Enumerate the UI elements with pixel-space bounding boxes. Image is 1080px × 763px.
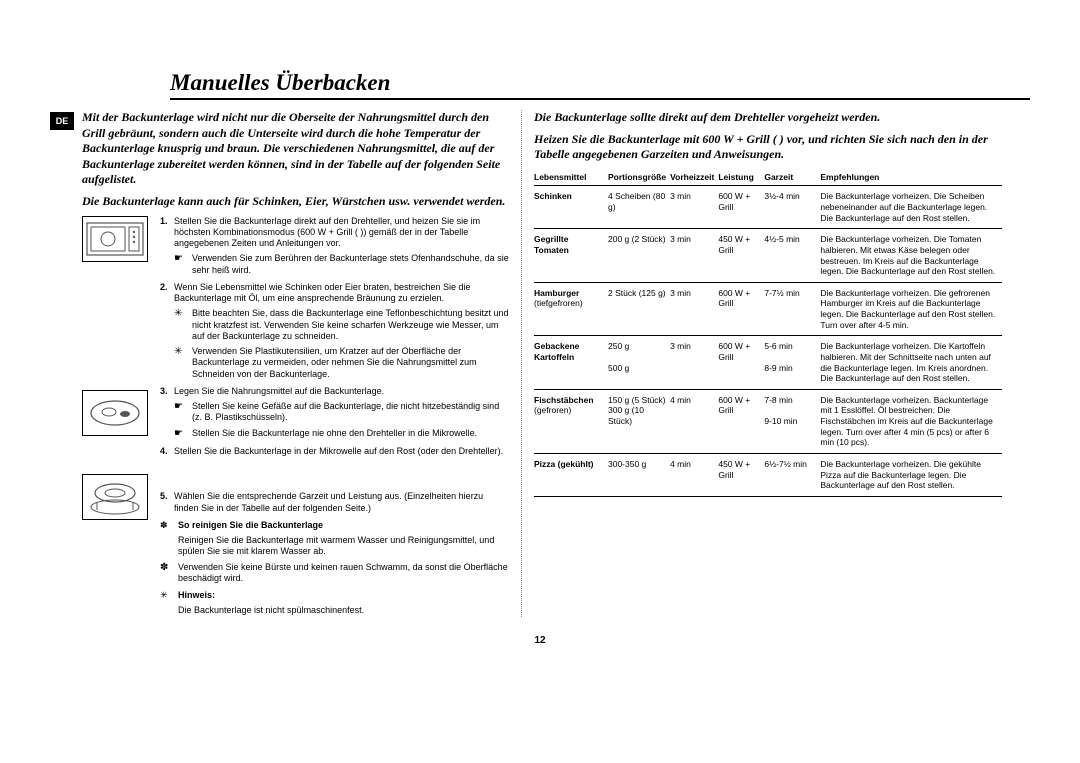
col-time: Garzeit	[764, 169, 820, 186]
step-3: 3. Legen Sie die Nahrungsmittel auf die …	[160, 386, 509, 440]
step-4: 4. Stellen Sie die Backunterlage in der …	[160, 446, 509, 457]
note-icon: ✽	[160, 520, 178, 531]
col-preheat: Vorheizzeit	[670, 169, 718, 186]
step-2: 2. Wenn Sie Lebensmittel wie Schinken od…	[160, 282, 509, 380]
language-badge: DE	[50, 112, 74, 130]
right-intro-1: Die Backunterlage sollte direkt auf dem …	[534, 110, 1002, 126]
table-row: Hamburger(tiefgefroren)2 Stück (125 g)3 …	[534, 282, 1002, 336]
asterisk-icon: ✳	[174, 346, 192, 380]
steps-column: 1. Stellen Sie die Backunterlage direkt …	[160, 216, 509, 617]
col-recommend: Empfehlungen	[820, 169, 1002, 186]
step-1: 1. Stellen Sie die Backunterlage direkt …	[160, 216, 509, 276]
pointer-icon: ☛	[174, 253, 192, 276]
right-intro-2: Heizen Sie die Backunterlage mit 600 W +…	[534, 132, 1002, 163]
left-column: Mit der Backunterlage wird nicht nur die…	[82, 110, 522, 617]
asterisk-icon: ✳	[160, 590, 178, 601]
illustration-plate-on-rack	[82, 474, 148, 520]
right-column: Die Backunterlage sollte direkt auf dem …	[522, 110, 1002, 617]
col-food: Lebensmittel	[534, 169, 608, 186]
left-intro-2: Die Backunterlage kann auch für Schinken…	[82, 194, 509, 210]
asterisk-icon: ✳	[174, 308, 192, 342]
illustration-column	[82, 216, 152, 617]
page-number: 12	[50, 635, 1030, 646]
left-intro-1: Mit der Backunterlage wird nicht nur die…	[82, 110, 509, 188]
note-icon: ✽	[160, 562, 178, 585]
table-row: Schinken4 Scheiben (80 g)3 min600 W + Gr…	[534, 186, 1002, 229]
note-heading: Hinweis:	[178, 590, 509, 601]
pointer-icon: ☛	[174, 428, 192, 441]
cooking-table: Lebensmittel Portionsgröße Vorheizzeit L…	[534, 169, 1002, 497]
pointer-icon: ☛	[174, 401, 192, 424]
illustration-oven	[82, 216, 148, 262]
col-portion: Portionsgröße	[608, 169, 670, 186]
step-5: 5. Wählen Sie die entsprechende Garzeit …	[160, 491, 509, 514]
illustration-plate-food	[82, 390, 148, 436]
clean-heading: So reinigen Sie die Backunterlage	[178, 520, 509, 531]
table-row: Pizza (gekühlt)300-350 g4 min450 W + Gri…	[534, 453, 1002, 496]
content-columns: DE Mit der Backunterlage wird nicht nur …	[50, 110, 1030, 617]
page-title: Manuelles Überbacken	[170, 70, 1030, 100]
col-power: Leistung	[718, 169, 764, 186]
table-row: Gebackene Kartoffeln250 g500 g3 min600 W…	[534, 336, 1002, 390]
table-row: Fischstäbchen(gefroren)150 g (5 Stück)30…	[534, 389, 1002, 453]
table-row: Gegrillte Tomaten200 g (2 Stück)3 min450…	[534, 229, 1002, 283]
